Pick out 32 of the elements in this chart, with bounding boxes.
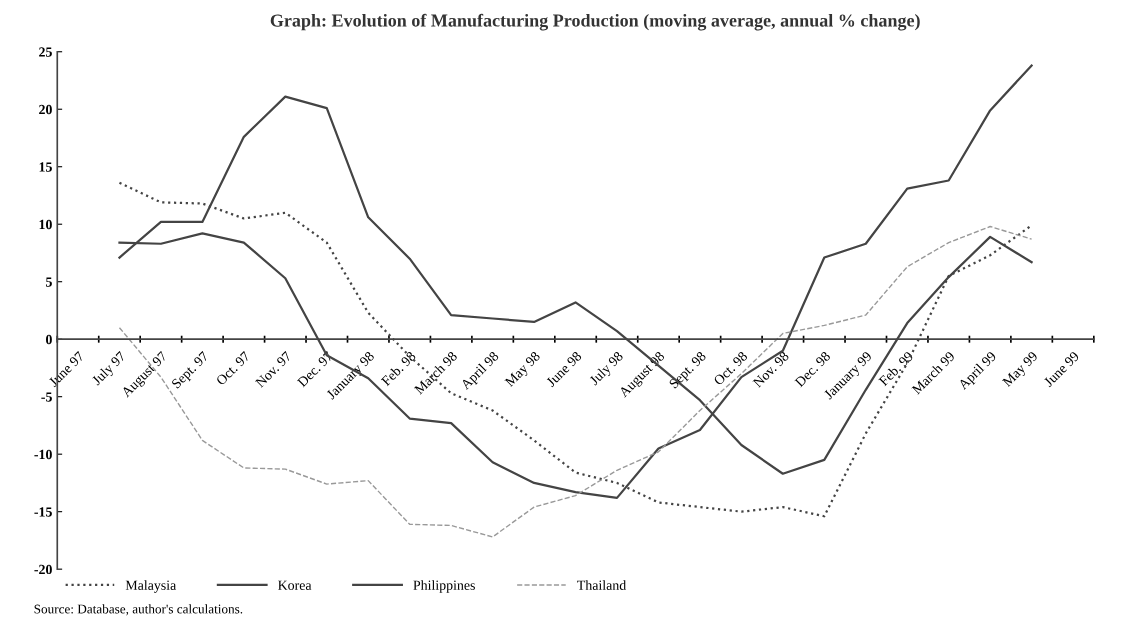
y-tick-label: 15 xyxy=(39,162,52,172)
legend-label: Philippines xyxy=(413,580,475,593)
y-tick-label: 0 xyxy=(46,334,52,345)
chart-title: Graph: Evolution of Manufacturing Production (moving average, annual % change) xyxy=(270,13,920,31)
x-tick-label: June 97 xyxy=(48,350,85,388)
x-tick-label: Sept. 97 xyxy=(171,350,212,391)
x-tick-label: July 97 xyxy=(91,350,129,388)
y-tick-label: 25 xyxy=(39,47,52,57)
y-tick-label: -20 xyxy=(34,564,52,575)
x-tick-label: June 99 xyxy=(1043,351,1080,388)
legend-label: Thailand xyxy=(577,580,627,590)
y-tick-label: -15 xyxy=(34,507,52,517)
x-tick-label: Dec. 98 xyxy=(794,350,831,388)
y-tick-label: 5 xyxy=(46,277,52,287)
source-note: Source: Database, author's calculations. xyxy=(34,604,243,616)
y-tick-label: -10 xyxy=(34,449,52,460)
legend-label: Malaysia xyxy=(125,580,177,593)
x-tick-label: June 98 xyxy=(545,350,583,388)
x-tick-label: Nov. 98 xyxy=(752,350,790,388)
x-tick-label: Feb. 99 xyxy=(878,350,914,387)
y-tick-label: 20 xyxy=(39,104,52,115)
x-tick-label: Feb. 98 xyxy=(380,350,417,387)
x-tick-label: July 98 xyxy=(588,350,626,388)
legend-label: Korea xyxy=(278,580,312,590)
x-tick-label: Oct. 97 xyxy=(215,350,251,386)
x-tick-label: Oct. 98 xyxy=(713,350,748,386)
x-tick-label: Sept. 98 xyxy=(668,350,709,391)
x-tick-label: May 99 xyxy=(1001,351,1041,390)
x-tick-label: May 98 xyxy=(504,350,543,390)
x-tick-label: Nov. 97 xyxy=(254,350,292,388)
y-tick-label: -5 xyxy=(41,392,52,402)
y-tick-label: 10 xyxy=(39,219,52,230)
